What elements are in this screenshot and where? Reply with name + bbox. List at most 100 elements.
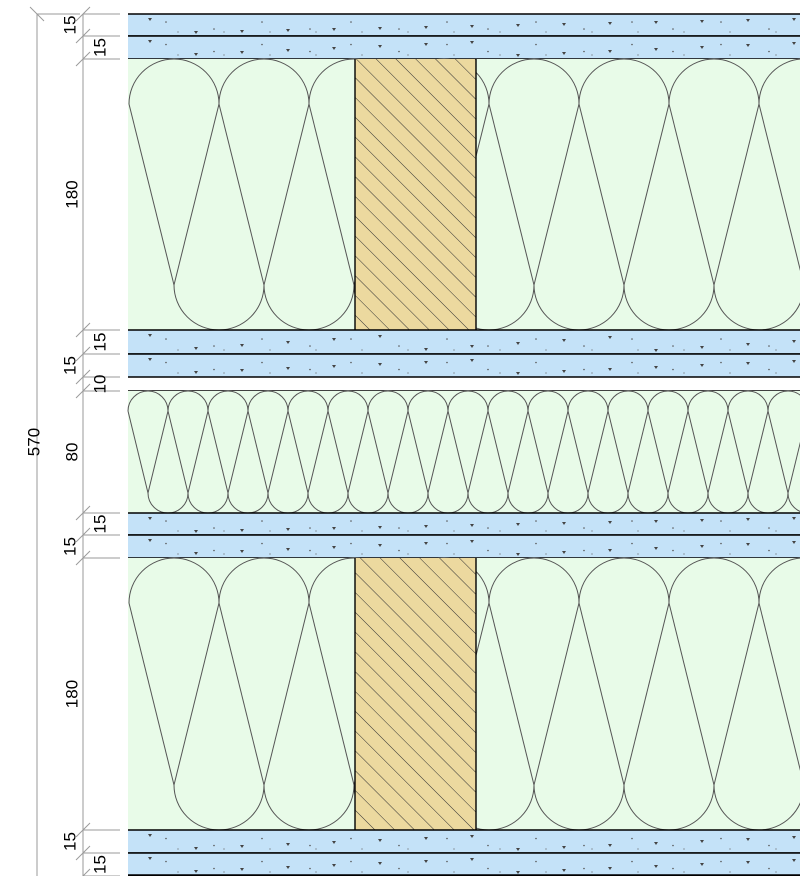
insulation-layer-6 <box>127 390 800 514</box>
board-layer-4-dot <box>269 372 271 374</box>
board-layer-8-speck <box>700 545 704 548</box>
board-layer-11-dot <box>591 871 593 873</box>
insulation-layer-9-lobe-top <box>758 557 800 604</box>
board-layer-7-dot <box>775 530 777 532</box>
board-layer-11-dot <box>720 860 722 863</box>
board-layer-7-speck <box>516 523 520 526</box>
board-layer-1-dot <box>683 54 685 56</box>
board-layer-8-speck <box>562 551 566 554</box>
board-layer-3-speck <box>286 341 290 344</box>
board-layer-0-speck <box>378 27 382 30</box>
board-layer-8-dot <box>309 549 311 552</box>
board-layer-0-dot <box>446 21 448 23</box>
board-layer-4-speck <box>424 361 428 364</box>
board-layer-10-dot <box>213 844 215 847</box>
insulation-layer-2-lobe-top <box>128 58 220 105</box>
board-layer-11-speck <box>240 868 244 871</box>
board-layer-7-dot <box>729 530 731 532</box>
insulation-layer-2-diagonal <box>488 103 535 286</box>
board-layer-3-speck <box>424 348 428 351</box>
timber-stud-2 <box>354 59 477 330</box>
board-layer-11-dot <box>637 871 639 873</box>
board-layer-4-dot <box>672 368 674 371</box>
board-layer-8-speck <box>608 549 612 552</box>
board-layer-11-dot <box>683 871 685 873</box>
board-layer-10-fill <box>128 830 800 853</box>
board-layer-4-dot <box>775 372 777 374</box>
board-layer-11-speck <box>516 871 520 874</box>
board-layer-1-dot <box>545 54 547 56</box>
board-layer-11-dot <box>165 860 167 863</box>
board-layer-3-fill <box>128 330 800 354</box>
board-layer-11-speck <box>148 857 152 860</box>
wall-layers <box>127 13 800 876</box>
insulation-layer-9-diagonal <box>668 602 715 786</box>
board-layer-1-dot <box>177 54 179 56</box>
board-layer-11-speck <box>562 869 566 872</box>
board-layer-8-dot <box>631 542 633 545</box>
board-layer-8-speck <box>194 552 198 555</box>
insulation-layer-6-diagonal <box>287 410 309 494</box>
insulation-layer-9-diagonal <box>218 602 265 786</box>
board-layer-3-dot <box>446 338 448 340</box>
board-layer-7-speck <box>332 527 336 530</box>
board-layer-10-dot <box>407 848 409 850</box>
insulation-layer-6-diagonal <box>227 410 249 494</box>
total-dimension-label: 570 <box>25 428 44 456</box>
board-layer-7-dot <box>315 530 317 532</box>
board-layer-8 <box>128 534 800 559</box>
board-layer-7-dot <box>223 530 225 532</box>
board-layer-10-dot <box>446 837 448 840</box>
board-layer-11-speck <box>608 867 612 870</box>
board-layer-7-speck <box>654 520 658 523</box>
board-layer-10-speck <box>286 843 290 846</box>
board-layer-0-dot <box>407 31 409 33</box>
insulation-layer-6-diagonal <box>547 410 569 494</box>
insulation-layer-6-diagonal <box>747 410 769 494</box>
board-layer-4-dot <box>309 368 311 371</box>
board-layer-11-dot <box>407 871 409 873</box>
board-layer-1-dot <box>729 54 731 56</box>
insulation-layer-2-diagonal <box>713 103 760 286</box>
board-layer-10-dot <box>535 837 537 840</box>
chain-tick <box>82 868 91 876</box>
board-layer-0-dot <box>309 28 311 30</box>
board-layer-11-dot <box>223 871 225 873</box>
board-layer-11-speck <box>286 866 290 869</box>
board-layer-0-speck <box>700 20 704 23</box>
board-layer-7-dot <box>398 527 400 529</box>
insulation-layer-2-diagonal <box>218 103 265 286</box>
board-layer-1-dot <box>499 54 501 56</box>
board-layer-7 <box>128 512 800 536</box>
board-layer-4-dot <box>683 372 685 374</box>
board-layer-4-dot <box>729 372 731 374</box>
board-layer-7-dot <box>261 520 263 522</box>
board-layer-8-dot <box>672 549 674 552</box>
board-layer-7-speck <box>240 529 244 532</box>
board-layer-3-speck <box>746 343 750 346</box>
board-layer-8-speck <box>470 540 474 543</box>
board-layer-8-dot <box>720 542 722 545</box>
board-layer-11-fill <box>128 853 800 876</box>
dimension-label-1: 15 <box>91 38 110 57</box>
board-layer-0-dot <box>177 31 179 33</box>
board-layer-11-dot <box>487 867 489 870</box>
board-layer-0-dot <box>361 31 363 33</box>
dimension-label-0: 15 <box>61 16 80 35</box>
board-layer-1-dot <box>165 43 167 46</box>
insulation-layer-6-diagonal <box>567 410 589 494</box>
insulation-layer-9-diagonal <box>578 602 625 786</box>
board-layer-0-speck <box>194 31 198 34</box>
board-layer-1-dot <box>768 50 770 53</box>
board-layer-4-speck <box>792 360 796 363</box>
board-layer-11-dot <box>350 860 352 863</box>
board-layer-3-dot <box>223 349 225 351</box>
dimension-label-8: 15 <box>61 537 80 556</box>
insulation-layer-2-lobe-top <box>668 58 760 105</box>
board-layer-3-speck <box>332 338 336 341</box>
insulation-layer-6-diagonal <box>347 410 369 494</box>
board-layer-8-dot <box>407 553 409 555</box>
insulation-layer-6-lobe-top <box>327 390 369 412</box>
board-layer-8-dot <box>177 553 179 555</box>
board-layer-10-speck <box>792 836 796 839</box>
